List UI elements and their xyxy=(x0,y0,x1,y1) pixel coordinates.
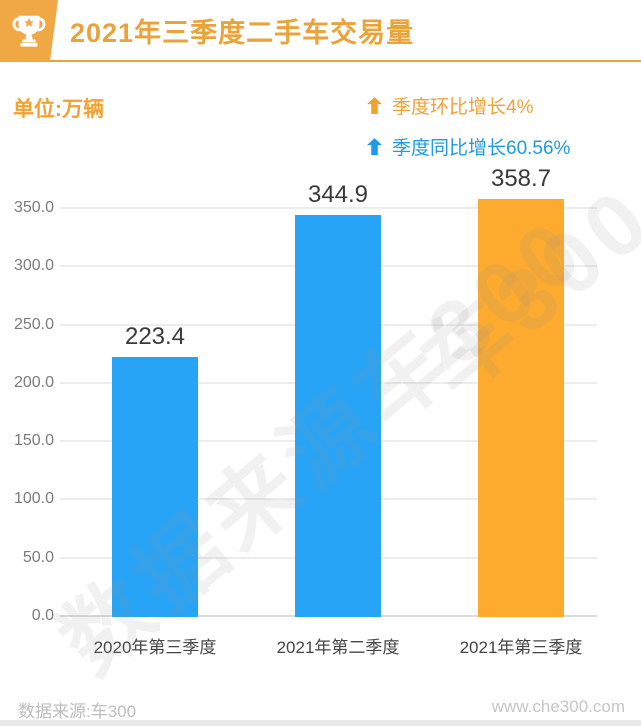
x-axis-category-label: 2020年第三季度 xyxy=(93,638,217,657)
legend-label-yoy: 季度同比增长60.56% xyxy=(392,138,571,159)
y-axis-tick-label: 0.0 xyxy=(31,607,54,624)
legend-item-qoq: 季度环比增长4% xyxy=(367,92,570,119)
trophy-icon xyxy=(12,15,46,47)
y-axis-tick-label: 100.0 xyxy=(13,490,54,508)
legend-label-qoq: 季度环比增长4% xyxy=(392,97,534,118)
bar-value-label: 344.9 xyxy=(307,180,369,208)
x-axis-category-label: 2021年第二季度 xyxy=(276,638,400,657)
bar-2020年第三季度 xyxy=(112,356,198,617)
website-label: www.che300.com xyxy=(491,697,625,716)
bottom-strip xyxy=(0,720,641,726)
y-axis-tick-label: 250.0 xyxy=(13,315,54,333)
y-axis-tick-label: 50.0 xyxy=(22,548,54,566)
gridline-350 xyxy=(60,207,597,209)
up-arrow-icon xyxy=(367,97,382,114)
y-axis-tick-label: 150.0 xyxy=(13,432,54,450)
bar-2021年第三季度 xyxy=(478,198,564,617)
unit-label: 单位:万辆 xyxy=(13,98,104,121)
legend-item-yoy: 季度同比增长60.56% xyxy=(367,133,570,160)
page-title: 2021年三季度二手车交易量 xyxy=(70,17,415,48)
x-axis-category-label: 2021年第三季度 xyxy=(459,638,583,657)
legend: 季度环比增长4% 季度同比增长60.56% xyxy=(367,92,570,160)
bar-value-label: 358.7 xyxy=(490,164,552,192)
data-source-label: 数据来源:车300 xyxy=(18,702,137,721)
trophy-badge xyxy=(0,0,58,62)
y-axis-tick-label: 200.0 xyxy=(13,373,54,391)
y-axis-tick-label: 350.0 xyxy=(13,199,54,216)
bar-value-label: 223.4 xyxy=(124,322,186,350)
up-arrow-icon xyxy=(367,138,382,155)
bar-chart-plot: 0.0 50.0 100.0 150.0 200.0 250.0 300.0 350.0 223… xyxy=(14,165,597,657)
y-axis-tick-label: 300.0 xyxy=(13,257,54,275)
bar-2021年第二季度 xyxy=(295,214,381,617)
header: 2021年三季度二手车交易量 xyxy=(0,0,641,62)
